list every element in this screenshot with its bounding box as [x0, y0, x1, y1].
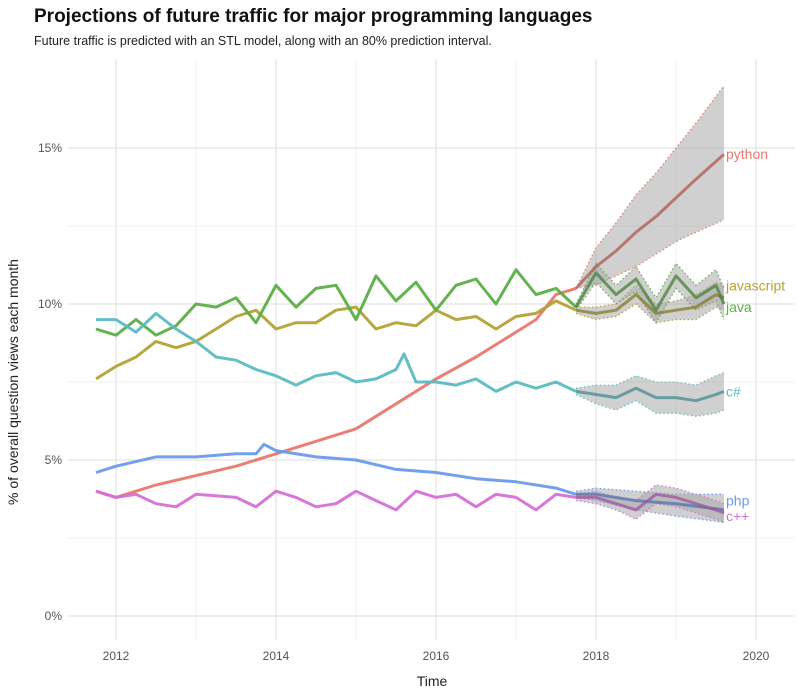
- y-tick-label: 10%: [38, 297, 62, 311]
- forecast-line-python: [574, 153, 725, 290]
- series-line-java: [95, 268, 578, 337]
- interval-lower-java: [575, 281, 725, 324]
- prediction-interval-java: [576, 263, 724, 323]
- chart-subtitle: Future traffic is predicted with an STL …: [34, 34, 492, 48]
- chart-title: Projections of future traffic for major …: [34, 6, 593, 27]
- prediction-intervals: [575, 85, 725, 524]
- x-axis-label: Time: [417, 673, 448, 689]
- series-label-python: python: [726, 146, 768, 162]
- y-tick-label: 5%: [45, 453, 63, 467]
- series-lines: [95, 153, 726, 515]
- x-tick-label: 2020: [743, 649, 770, 663]
- prediction-interval-c++: [576, 485, 724, 523]
- series-label-c#: c#: [726, 383, 741, 399]
- x-tick-label: 2018: [583, 649, 610, 663]
- y-tick-label: 15%: [38, 141, 62, 155]
- prediction-interval-python: [576, 85, 724, 289]
- series-line-javascript: [95, 299, 577, 381]
- series-label-c++: c++: [726, 508, 749, 524]
- series-label-java: java: [725, 299, 752, 315]
- series-label-php: php: [726, 493, 750, 509]
- axis-ticks: 2012 2014 2016 2018 2020 0% 5% 10% 15%: [38, 141, 770, 663]
- series-line-c++: [95, 489, 577, 512]
- series-line-php: [95, 442, 577, 496]
- interval-lower-c#: [575, 393, 725, 417]
- forecast-line-c++: [576, 492, 725, 515]
- x-tick-label: 2014: [263, 649, 290, 663]
- forecast-line-java: [574, 271, 726, 312]
- x-tick-label: 2012: [103, 649, 130, 663]
- forecast-line-c#: [575, 386, 725, 403]
- series-line-python: [95, 286, 577, 499]
- forecast-line-php: [576, 492, 725, 512]
- interval-lower-python: [575, 219, 725, 290]
- series-line-c#: [96, 311, 577, 393]
- y-axis-label: % of overall question views each month: [5, 259, 21, 505]
- x-tick-label: 2016: [423, 649, 450, 663]
- y-tick-label: 0%: [45, 609, 63, 623]
- series-label-javascript: javascript: [725, 277, 785, 293]
- forecast-line-javascript: [575, 293, 725, 315]
- interval-lower-c++: [575, 499, 725, 524]
